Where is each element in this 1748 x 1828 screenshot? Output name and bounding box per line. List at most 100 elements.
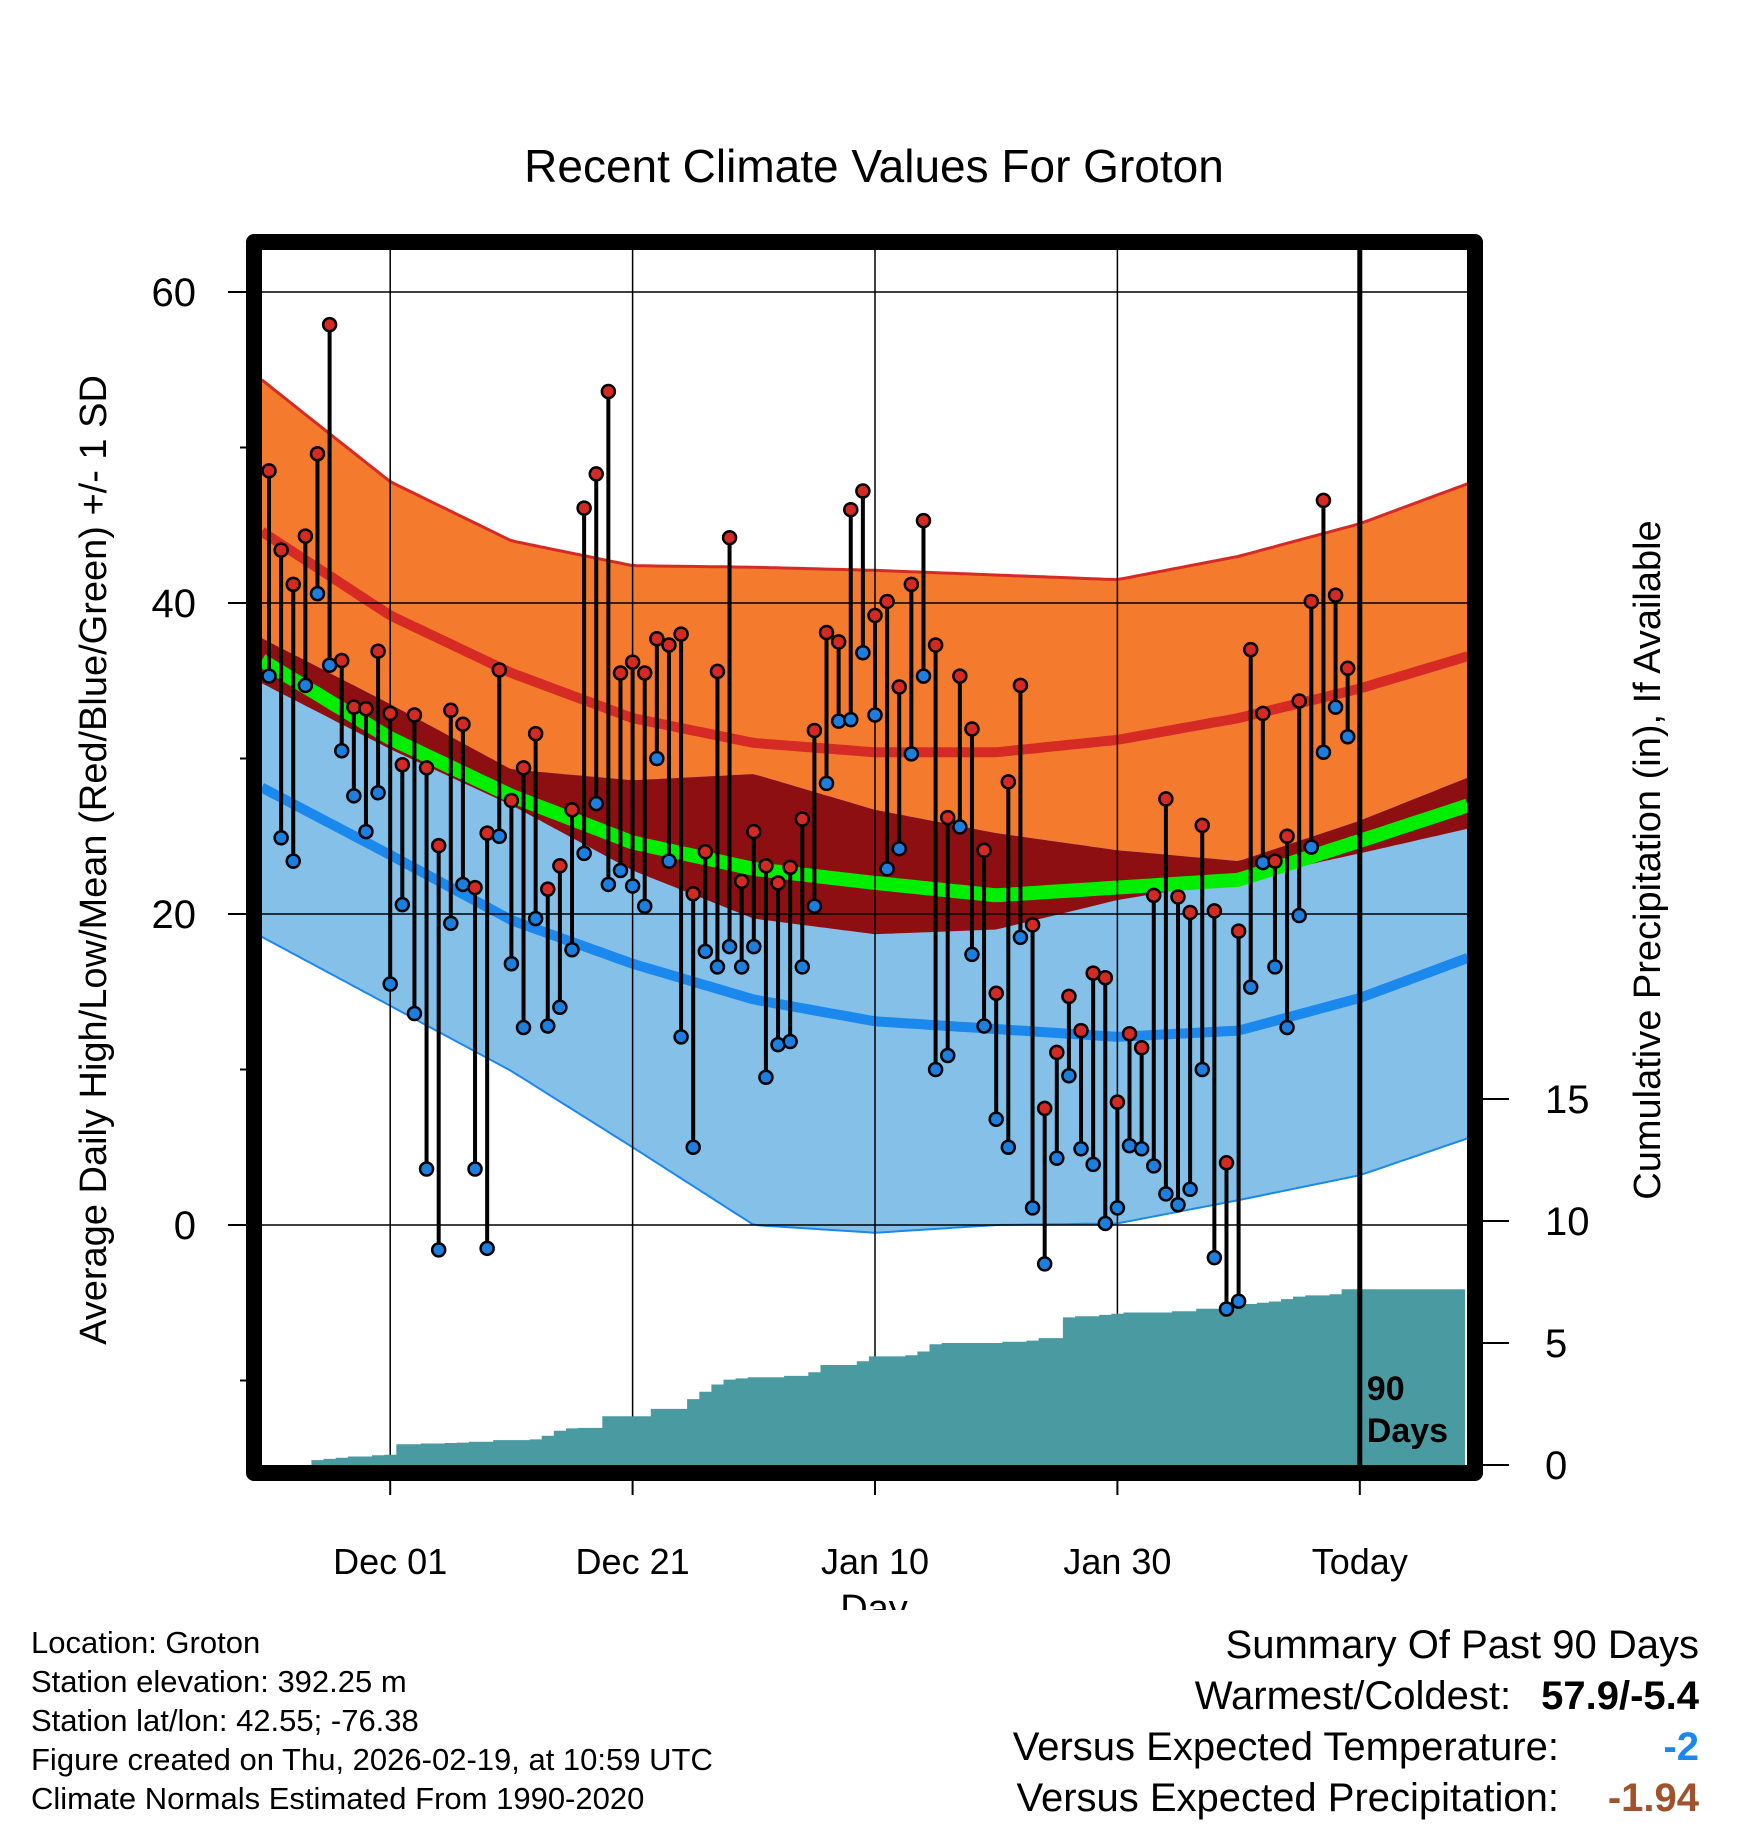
low-temp-point <box>867 707 883 723</box>
high-temp-point <box>1146 887 1162 904</box>
low-temp-point <box>697 943 714 960</box>
high-temp-point <box>540 881 556 897</box>
low-temp-point <box>1194 1061 1210 1078</box>
low-temp-point <box>673 1029 689 1045</box>
low-temp-point <box>588 795 604 812</box>
window-label-days: Days <box>1367 1412 1448 1450</box>
low-temp-point <box>939 1047 956 1064</box>
high-temp-point <box>721 529 738 546</box>
precipitation-area <box>262 1289 1465 1465</box>
high-temp-point <box>382 705 398 722</box>
low-temp-point <box>1230 1293 1247 1309</box>
high-temp-point <box>952 668 968 684</box>
low-temp-point <box>1279 1019 1295 1036</box>
high-temp-point <box>273 542 289 558</box>
low-temp-point <box>564 942 580 958</box>
high-temp-point <box>285 576 301 593</box>
high-temp-point <box>1109 1094 1126 1110</box>
low-temp-point <box>1012 929 1029 946</box>
x-tick-label: Today <box>1312 1541 1408 1582</box>
low-temp-point <box>649 750 665 767</box>
low-temp-point <box>1327 699 1344 715</box>
low-temp-point <box>1267 959 1283 975</box>
low-temp-point <box>382 976 398 992</box>
temp-label: Versus Expected Temperature: <box>1012 1725 1559 1769</box>
high-temp-point <box>855 483 871 499</box>
high-temp-point <box>915 512 932 529</box>
high-temp-point <box>406 707 423 723</box>
low-temp-point <box>988 1111 1004 1128</box>
high-temp-point <box>770 875 786 891</box>
x-axis-label: Day <box>840 1588 908 1610</box>
low-temp-point <box>976 1018 992 1034</box>
plot-frame <box>246 234 1483 1481</box>
high-temp-point <box>939 809 956 826</box>
high-temp-point <box>503 792 520 809</box>
high-temp-point <box>467 879 483 896</box>
warm-cold-label: Warmest/Coldest: <box>1194 1674 1512 1718</box>
high-temp-point <box>1291 693 1307 709</box>
high-temp-point <box>552 858 568 874</box>
warm-cold-row: Warmest/Coldest: 57.9/-5.4 <box>799 1671 1699 1722</box>
warm-cold-value: 57.9/-5.4 <box>1541 1674 1699 1718</box>
high-temp-point <box>988 985 1004 1002</box>
y2-tick-label: 5 <box>1545 1322 1567 1366</box>
station-info: Location: Groton Station elevation: 392.… <box>31 1623 851 1818</box>
high-temp-point <box>782 859 798 876</box>
high-temp-point <box>1303 593 1320 610</box>
low-temp-point <box>709 959 726 975</box>
low-temp-point <box>261 668 277 684</box>
y-axis-label: Average Daily High/Low/Mean (Red/Blue/Gr… <box>73 375 115 1345</box>
low-temp-point <box>1133 1141 1150 1157</box>
precip-row: Versus Expected Precipitation: -1.94 <box>799 1773 1699 1824</box>
high-temp-point <box>1012 677 1029 694</box>
high-temp-point <box>394 756 411 773</box>
low-temp-point <box>1085 1156 1101 1173</box>
low-temp-point <box>758 1069 774 1086</box>
temp-value: -2 <box>1663 1725 1699 1769</box>
high-temp-point <box>794 811 811 827</box>
high-temp-point <box>321 316 338 333</box>
low-temp-point <box>576 845 592 862</box>
high-temp-point <box>1036 1100 1053 1117</box>
high-temp-point <box>830 634 847 650</box>
high-temp-point <box>1133 1039 1150 1056</box>
low-temp-point <box>1303 839 1320 855</box>
y2-tick-label: 10 <box>1545 1200 1590 1244</box>
high-temp-point <box>818 624 835 641</box>
low-temp-point <box>370 784 386 801</box>
low-temp-point <box>1000 1139 1017 1155</box>
high-temp-point <box>370 643 386 659</box>
high-temp-point <box>309 445 326 462</box>
high-temp-point <box>1339 660 1356 677</box>
low-temp-point <box>661 853 677 869</box>
low-temp-point <box>491 828 508 844</box>
high-temp-point <box>297 528 314 544</box>
low-temp-point <box>915 668 932 684</box>
high-temp-point <box>843 501 859 518</box>
low-temp-point <box>1206 1249 1223 1266</box>
low-temp-point <box>540 1018 556 1034</box>
low-temp-point <box>273 830 289 846</box>
y2-axis-label: Cumulative Precipitation (in), If Availa… <box>1627 520 1669 1199</box>
high-temp-point <box>1182 904 1198 921</box>
low-temp-point <box>1061 1067 1077 1084</box>
high-temp-point <box>1121 1025 1138 1042</box>
elevation-text: Station elevation: 392.25 m <box>31 1664 407 1699</box>
high-temp-point <box>358 700 374 717</box>
low-temp-point <box>503 956 520 972</box>
low-temp-point <box>794 959 811 975</box>
high-temp-point <box>1158 791 1174 807</box>
plot-border <box>246 234 1483 1481</box>
high-temp-point <box>673 626 689 642</box>
y2-tick-label: 0 <box>1545 1444 1567 1488</box>
low-temp-point <box>843 711 859 728</box>
high-temp-point <box>588 466 604 482</box>
low-temp-point <box>891 840 907 857</box>
low-temp-point <box>430 1242 447 1258</box>
low-temp-point <box>1315 744 1332 761</box>
low-temp-point <box>903 746 920 762</box>
low-temp-point <box>346 788 362 804</box>
y-tick-label: 40 <box>152 582 197 626</box>
latlon-text: Station lat/lon: 42.55; -76.38 <box>31 1703 419 1738</box>
